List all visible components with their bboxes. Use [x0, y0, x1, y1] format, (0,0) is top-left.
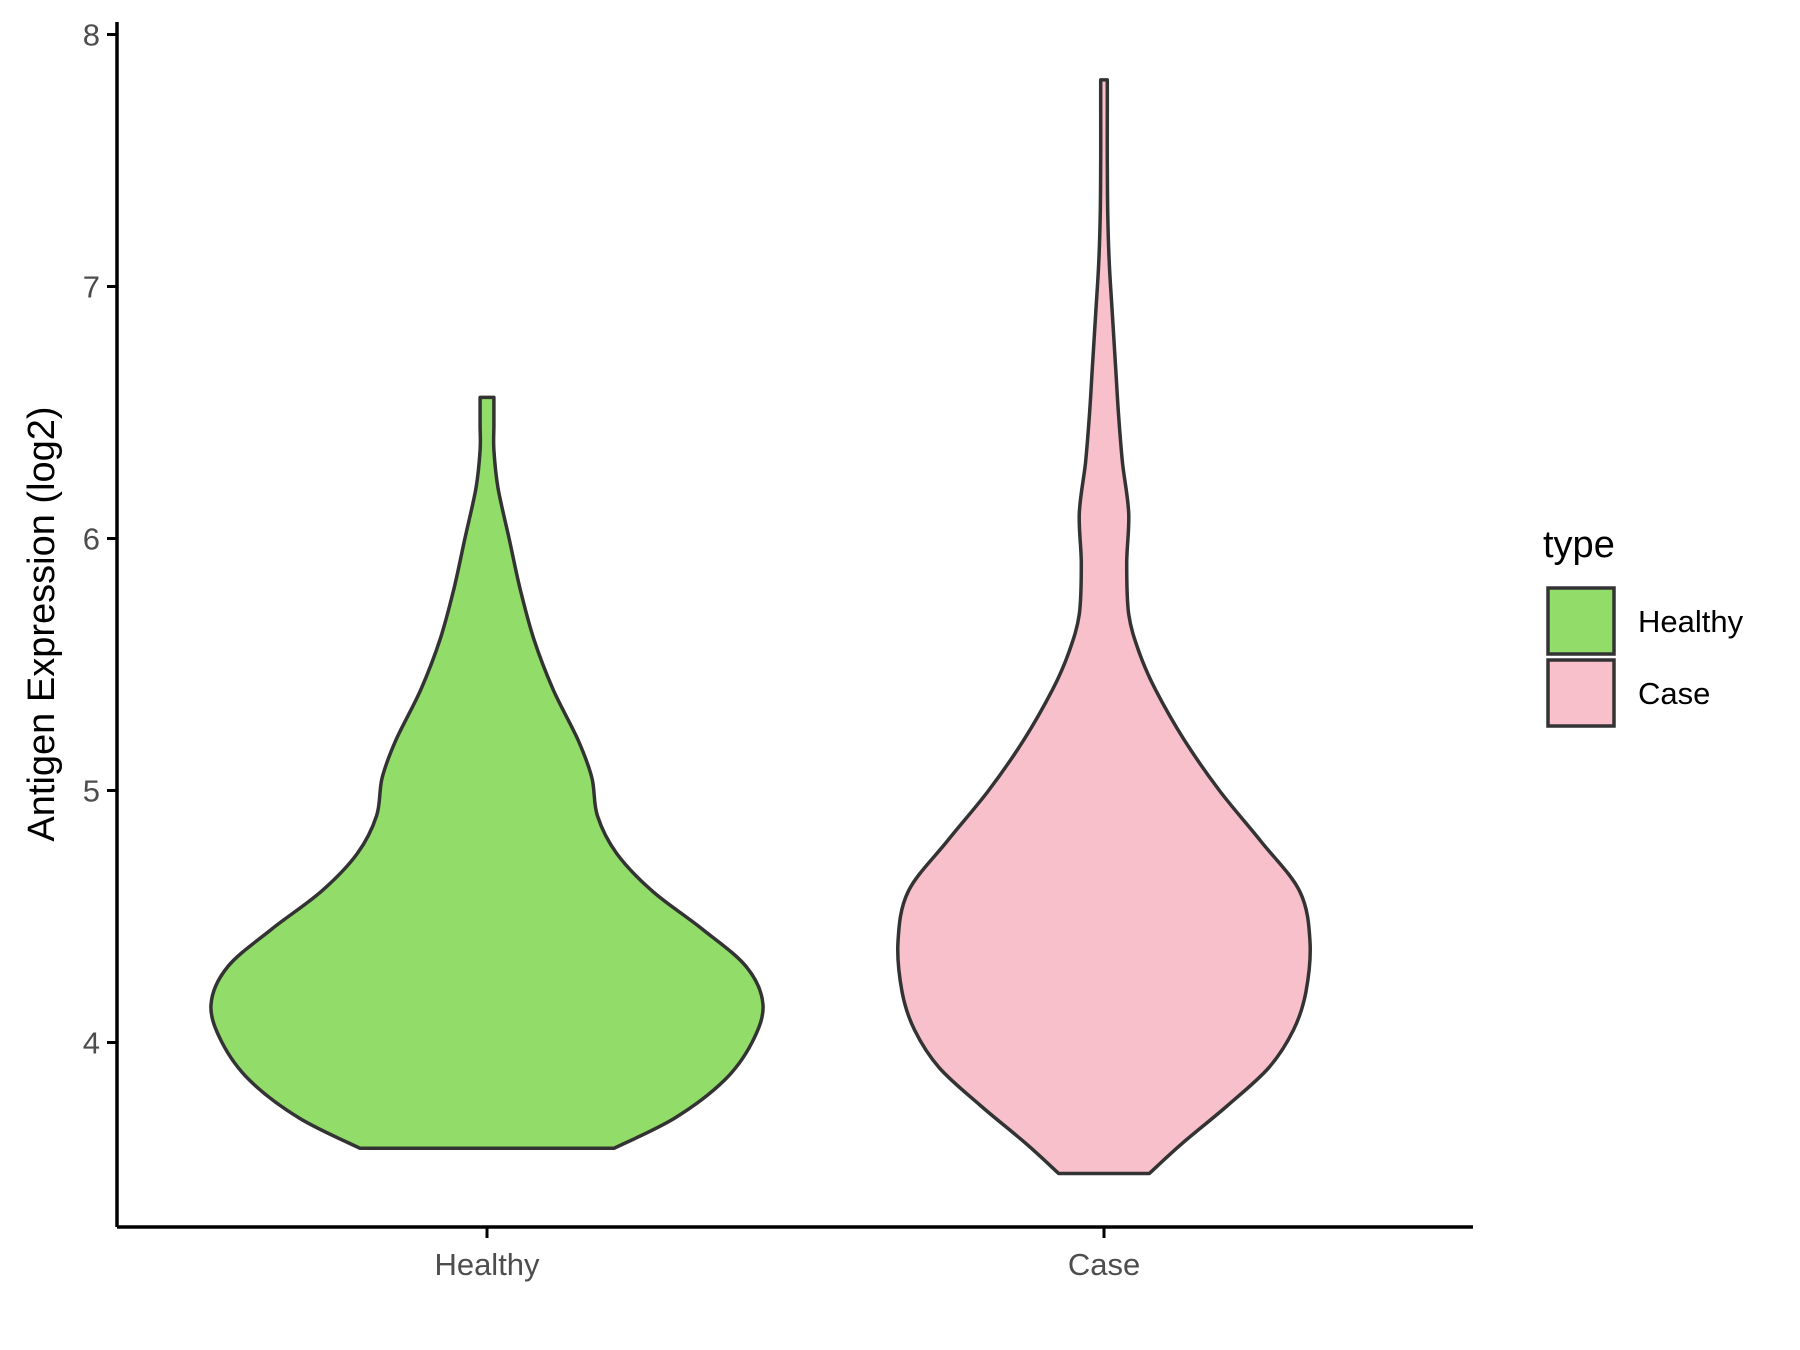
legend-title: type — [1543, 524, 1615, 566]
x-axis-ticks: Healthy Case — [434, 1227, 1140, 1282]
y-tick-label: 8 — [83, 18, 100, 53]
legend-label-healthy: Healthy — [1638, 604, 1744, 639]
x-tick-label: Case — [1068, 1247, 1140, 1282]
violin-case — [896, 78, 1312, 1176]
x-tick-label: Healthy — [434, 1247, 540, 1282]
violin-layer — [209, 78, 1312, 1176]
legend-swatch-healthy — [1546, 586, 1616, 656]
y-tick-label: 7 — [83, 270, 100, 305]
y-tick-label: 5 — [83, 774, 100, 809]
y-tick-label: 4 — [83, 1026, 100, 1061]
y-axis-title: Antigen Expression (log2) — [21, 406, 63, 841]
y-tick-label: 6 — [83, 522, 100, 557]
violin-healthy — [209, 395, 765, 1151]
legend-swatch-case — [1546, 658, 1616, 728]
y-axis-ticks: 4 5 6 7 8 — [83, 18, 117, 1061]
legend-label-case: Case — [1638, 676, 1710, 711]
axes — [115, 22, 1473, 1229]
legend: type Healthy Case — [1543, 524, 1744, 728]
